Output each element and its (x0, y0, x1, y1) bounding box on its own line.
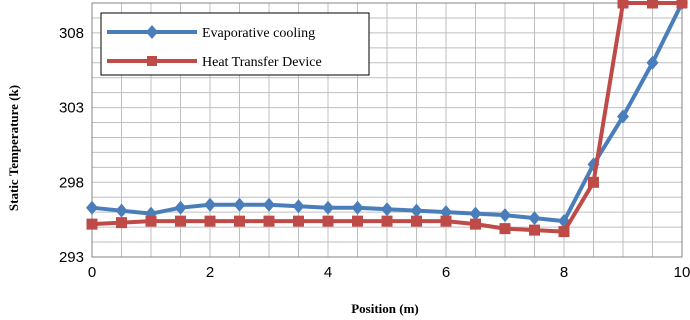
data-point-heat-transfer-device (617, 0, 629, 9)
data-point-heat-transfer-device (116, 217, 127, 229)
x-tick-label: 0 (88, 264, 96, 281)
x-tick-label: 4 (324, 264, 332, 281)
y-axis-title: Static Temperature (k) (6, 85, 21, 211)
data-point-heat-transfer-device (145, 215, 157, 227)
x-tick-label: 8 (560, 264, 568, 281)
data-point-heat-transfer-device (440, 215, 452, 227)
x-tick-label: 2 (206, 264, 214, 281)
y-tick-label: 308 (59, 25, 84, 42)
data-point-evaporative-cooling (174, 200, 187, 215)
data-point-heat-transfer-device (204, 215, 216, 227)
data-point-evaporative-cooling (499, 208, 511, 223)
data-point-evaporative-cooling (617, 109, 629, 124)
plot-area-border (91, 2, 683, 258)
data-point-heat-transfer-device (381, 215, 393, 227)
data-point-heat-transfer-device (588, 176, 599, 188)
y-tick-label: 293 (59, 249, 84, 266)
data-point-evaporative-cooling (410, 203, 423, 218)
legend: Evaporative cooling Heat Transfer Device (100, 12, 370, 76)
data-point-heat-transfer-device (647, 0, 658, 9)
data-point-heat-transfer-device (86, 218, 98, 230)
data-point-evaporative-cooling (263, 197, 275, 212)
data-point-heat-transfer-device (411, 215, 422, 227)
data-point-evaporative-cooling (233, 197, 246, 212)
data-point-evaporative-cooling (646, 55, 659, 70)
data-point-evaporative-cooling (528, 211, 541, 226)
data-point-heat-transfer-device (263, 215, 275, 227)
data-point-evaporative-cooling (351, 200, 364, 215)
data-point-heat-transfer-device (293, 215, 304, 227)
y-tick-label: 298 (59, 174, 84, 191)
data-point-heat-transfer-device (175, 215, 186, 227)
data-point-evaporative-cooling (381, 202, 393, 217)
legend-marker-square (147, 56, 157, 66)
data-point-evaporative-cooling (115, 203, 128, 218)
data-point-heat-transfer-device (529, 224, 540, 236)
data-point-heat-transfer-device (558, 226, 570, 238)
data-point-evaporative-cooling (86, 200, 98, 215)
data-point-heat-transfer-device (234, 215, 245, 227)
tick-labels: 0 2 4 6 8 10 293 298 303 308 (59, 25, 690, 281)
data-point-heat-transfer-device (499, 223, 511, 235)
data-point-evaporative-cooling (322, 200, 334, 215)
x-axis-title: Position (m) (351, 301, 419, 316)
x-tick-label: 6 (442, 264, 450, 281)
data-point-evaporative-cooling (292, 199, 305, 214)
legend-label-evaporative-cooling: Evaporative cooling (202, 26, 315, 41)
x-tick-label: 10 (674, 264, 690, 281)
data-point-heat-transfer-device (352, 215, 363, 227)
data-point-heat-transfer-device (470, 218, 481, 230)
data-point-heat-transfer-device (322, 215, 334, 227)
legend-marker-diamond (146, 25, 158, 39)
data-point-evaporative-cooling (204, 197, 216, 212)
legend-box (100, 12, 370, 76)
legend-label-heat-transfer-device: Heat Transfer Device (202, 55, 322, 70)
y-tick-label: 303 (59, 100, 84, 117)
data-point-evaporative-cooling (469, 206, 482, 221)
series-layer (86, 0, 688, 238)
data-point-heat-transfer-device (676, 0, 688, 9)
